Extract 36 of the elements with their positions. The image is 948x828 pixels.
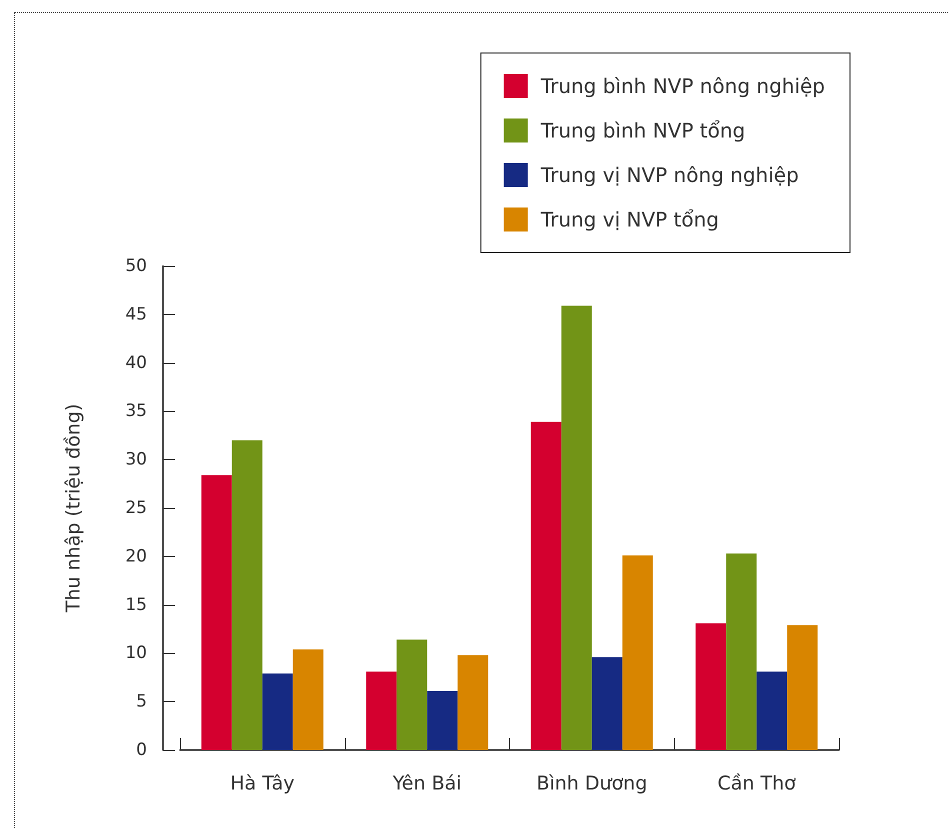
x-tick-label: Yên Bái <box>392 772 462 794</box>
y-tick-label: 20 <box>125 546 147 566</box>
y-tick-label: 45 <box>125 304 147 324</box>
y-tick-label: 10 <box>125 643 147 664</box>
bar <box>232 440 262 750</box>
y-axis-title: Thu nhập (triệu đồng) <box>62 404 84 614</box>
bar <box>262 674 293 750</box>
x-tick-label: Bình Dương <box>536 772 648 794</box>
y-tick-label: 50 <box>125 256 147 276</box>
bar <box>201 475 232 750</box>
bar <box>292 649 324 750</box>
bar <box>756 672 788 750</box>
bar <box>726 553 757 750</box>
bar <box>592 657 622 750</box>
legend-label: Trung vị NVP nông nghiệp <box>540 163 799 187</box>
x-tick-label: Hà Tây <box>230 772 294 794</box>
bar <box>458 655 488 750</box>
legend-label: Trung bình NVP tổng <box>540 118 746 142</box>
bar <box>530 422 562 750</box>
bar <box>366 672 397 750</box>
y-tick-label: 25 <box>125 498 147 518</box>
y-tick-label: 30 <box>125 450 147 470</box>
bar <box>787 625 818 750</box>
y-tick-label: 5 <box>136 692 147 712</box>
y-tick-label: 40 <box>125 352 147 373</box>
y-tick-label: 0 <box>136 740 147 760</box>
y-tick-label: 15 <box>125 594 147 615</box>
bar <box>561 306 592 750</box>
y-tick-label: 35 <box>125 401 147 422</box>
bar <box>696 623 726 750</box>
bar <box>622 555 653 750</box>
bar <box>396 640 428 750</box>
x-tick-label: Cần Thơ <box>717 772 796 794</box>
bar <box>427 690 458 750</box>
legend-label: Trung bình NVP nông nghiệp <box>540 74 825 98</box>
legend-label: Trung vị NVP tổng <box>540 208 719 232</box>
